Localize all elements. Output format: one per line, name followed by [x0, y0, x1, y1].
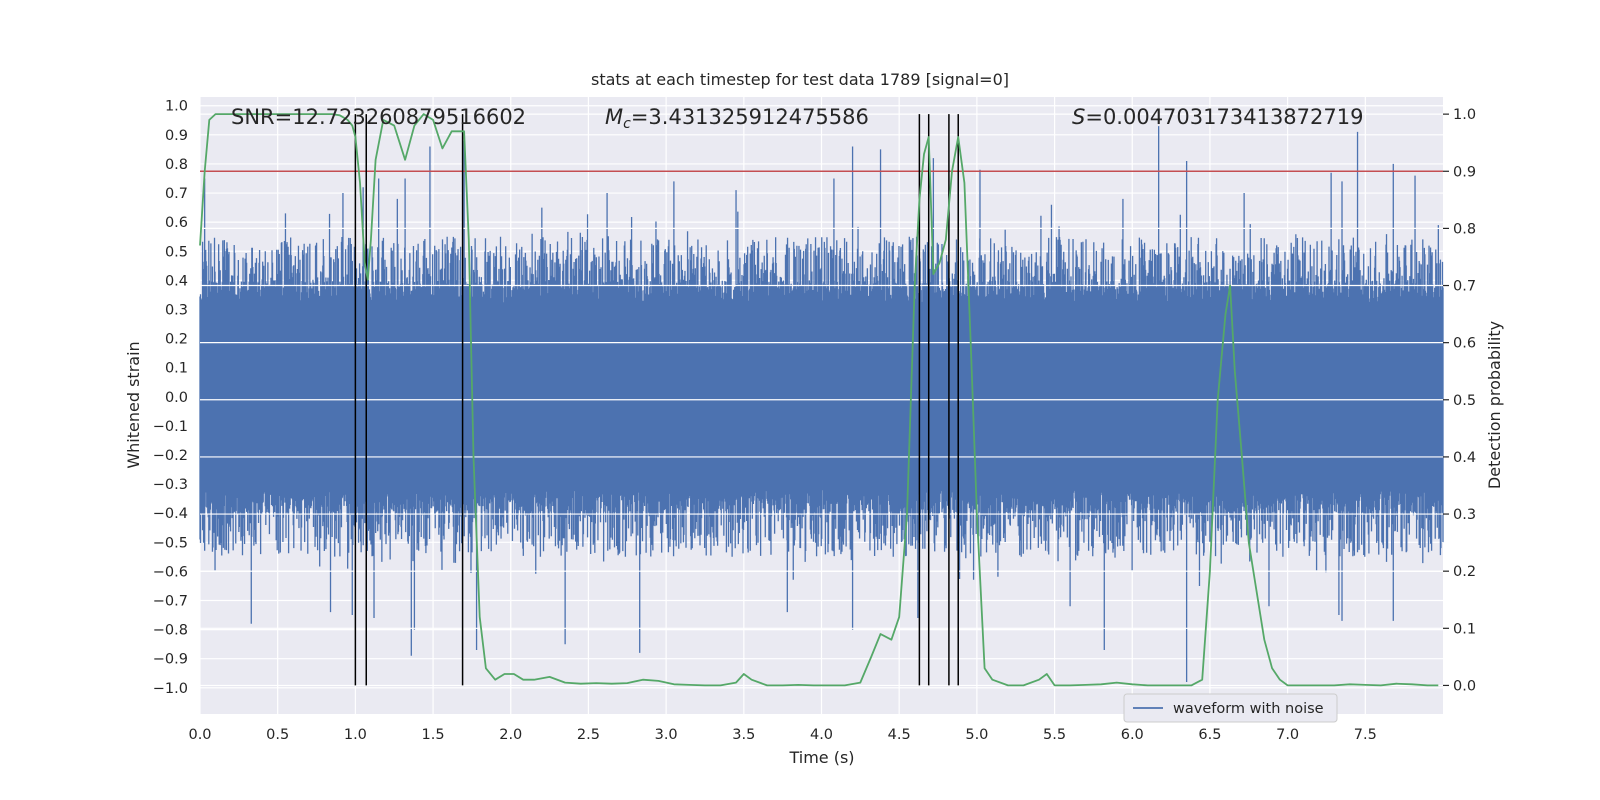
- x-tick-label: 3.5: [732, 727, 755, 743]
- right-y-tick-label: 0.2: [1453, 564, 1476, 580]
- right-y-axis-ticks: 0.0 0.1 0.2 0.3 0.4 0.5 0.6 0.7 0.8 0.9 1.0: [1443, 107, 1476, 694]
- chirp-mass-annotation: Mc=3.431325912475586: [605, 105, 869, 132]
- left-y-tick-label: 0.7: [165, 186, 188, 202]
- left-y-tick-label: 0.8: [165, 157, 188, 173]
- x-tick-label: 2.0: [499, 727, 522, 743]
- chirp-mass-value: =3.431325912475586: [631, 105, 869, 129]
- left-y-tick-label: 0.0: [165, 390, 188, 406]
- x-tick-label: 0.5: [266, 727, 289, 743]
- left-y-tick-label: 0.1: [165, 361, 188, 377]
- x-tick-label: 4.0: [810, 727, 833, 743]
- legend: waveform with noise: [1124, 694, 1337, 722]
- x-tick-label: 0.0: [188, 727, 211, 743]
- right-y-tick-label: 0.4: [1453, 450, 1476, 466]
- x-tick-label: 5.0: [965, 727, 988, 743]
- left-y-tick-label: 0.4: [165, 273, 188, 289]
- left-y-axis-label: Whitened strain: [124, 341, 143, 468]
- x-tick-label: 2.5: [577, 727, 600, 743]
- x-tick-label: 7.0: [1276, 727, 1299, 743]
- right-y-tick-label: 1.0: [1453, 107, 1476, 123]
- right-y-tick-label: 0.5: [1453, 393, 1476, 409]
- s-statistic-value: =0.004703173413872719: [1085, 105, 1363, 129]
- left-y-tick-label: −0.9: [153, 652, 188, 668]
- s-statistic-annotation: S=0.004703173413872719: [1072, 105, 1363, 129]
- legend-waveform-label: waveform with noise: [1173, 701, 1324, 717]
- x-tick-label: 6.0: [1121, 727, 1144, 743]
- left-y-tick-label: −0.8: [153, 623, 188, 639]
- left-y-tick-label: 0.6: [165, 215, 188, 231]
- left-y-tick-label: 0.3: [165, 302, 188, 318]
- right-y-tick-label: 0.3: [1453, 507, 1476, 523]
- left-y-tick-label: 1.0: [165, 99, 188, 115]
- x-axis-ticks: 0.0 0.5 1.0 1.5 2.0 2.5 3.0 3.5 4.0 4.5 5.0 5.5 6.0 6…: [188, 727, 1376, 743]
- left-y-tick-label: −0.4: [153, 506, 188, 522]
- left-y-tick-label: −0.5: [153, 535, 188, 551]
- chirp-mass-symbol: M: [605, 105, 623, 129]
- x-tick-label: 1.5: [422, 727, 445, 743]
- right-y-axis-label: Detection probability: [1485, 321, 1504, 489]
- x-tick-label: 4.5: [888, 727, 911, 743]
- left-y-tick-label: 0.9: [165, 128, 188, 144]
- right-y-tick-label: 0.9: [1453, 164, 1476, 180]
- left-y-tick-label: −0.1: [153, 419, 188, 435]
- snr-annotation: SNR=12.723260879516602: [231, 105, 526, 129]
- x-tick-label: 5.5: [1043, 727, 1066, 743]
- left-y-tick-label: 0.2: [165, 332, 188, 348]
- left-y-axis-ticks: 1.0 0.9 0.8 0.7 0.6 0.5 0.4 0.3 0.2 0.1 0.0 −0.1 −0.…: [153, 99, 188, 697]
- left-y-tick-label: −0.2: [153, 448, 188, 464]
- x-tick-label: 6.5: [1198, 727, 1221, 743]
- right-y-tick-label: 0.8: [1453, 221, 1476, 237]
- left-y-tick-label: −0.6: [153, 564, 188, 580]
- right-y-tick-label: 0.6: [1453, 336, 1476, 352]
- left-y-tick-label: 0.5: [165, 244, 188, 260]
- right-y-tick-label: 0.0: [1453, 678, 1476, 694]
- right-y-tick-label: 0.7: [1453, 279, 1476, 295]
- left-y-tick-label: −0.3: [153, 477, 188, 493]
- x-tick-label: 7.5: [1354, 727, 1377, 743]
- x-tick-label: 3.0: [655, 727, 678, 743]
- x-axis-label: Time (s): [788, 748, 854, 767]
- chart-title: stats at each timestep for test data 178…: [591, 70, 1009, 89]
- left-y-tick-label: −1.0: [153, 681, 188, 697]
- left-y-tick-label: −0.7: [153, 593, 188, 609]
- right-y-tick-label: 0.1: [1453, 621, 1476, 637]
- x-tick-label: 1.0: [344, 727, 367, 743]
- chart-figure: stats at each timestep for test data 178…: [0, 0, 1600, 800]
- s-statistic-symbol: S: [1072, 105, 1085, 129]
